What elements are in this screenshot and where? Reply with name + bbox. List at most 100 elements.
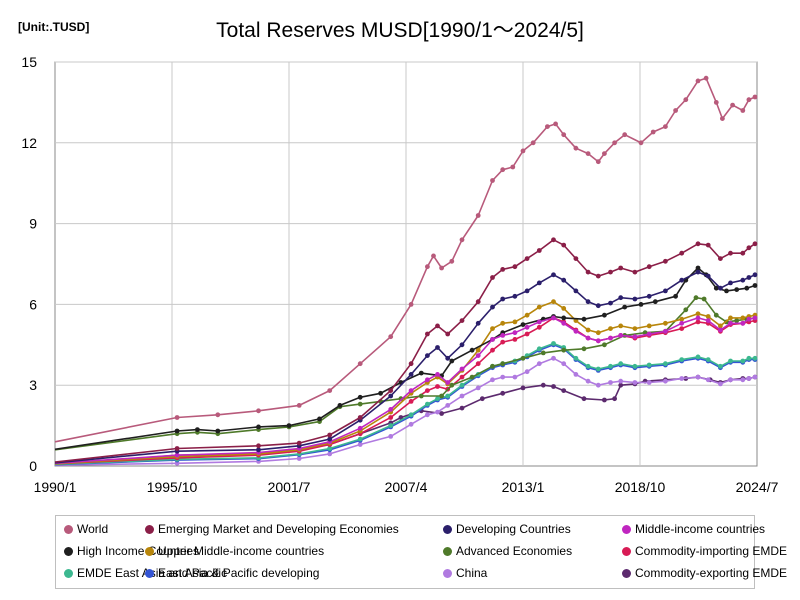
data-point bbox=[500, 167, 506, 173]
data-point bbox=[327, 388, 333, 393]
data-point bbox=[695, 374, 701, 380]
data-point bbox=[679, 277, 685, 283]
data-point bbox=[573, 328, 579, 334]
data-point bbox=[718, 327, 723, 333]
data-point bbox=[540, 382, 546, 388]
data-point bbox=[174, 446, 180, 451]
line-chart: 0 3 6 9 12 15 1990/1 1995/10 2001/7 2007/4 2013/1 2… bbox=[21, 54, 778, 495]
data-point bbox=[740, 108, 746, 113]
data-point bbox=[524, 324, 530, 330]
data-point bbox=[744, 285, 750, 291]
chart-legend: World Emerging Market and Developing Econ… bbox=[55, 515, 787, 589]
data-point bbox=[632, 334, 638, 340]
data-point bbox=[646, 362, 652, 368]
data-point bbox=[469, 347, 475, 353]
data-point bbox=[500, 390, 506, 396]
data-point bbox=[337, 403, 343, 408]
legend-marker bbox=[622, 547, 631, 556]
data-point bbox=[418, 393, 424, 399]
data-point bbox=[296, 456, 302, 461]
data-point bbox=[551, 315, 556, 321]
x-tick-label: 2001/7 bbox=[268, 479, 311, 495]
data-point bbox=[573, 288, 579, 294]
data-point bbox=[174, 428, 180, 434]
data-point bbox=[435, 409, 440, 415]
data-point bbox=[475, 299, 481, 305]
data-point bbox=[746, 355, 752, 361]
y-tick-label: 3 bbox=[29, 377, 37, 393]
data-point bbox=[327, 432, 333, 438]
legend-label: Upper Middle-income countries bbox=[158, 544, 325, 558]
data-point bbox=[445, 380, 451, 385]
data-point bbox=[752, 272, 758, 278]
data-point bbox=[500, 320, 506, 326]
data-point bbox=[475, 347, 481, 353]
data-point bbox=[449, 382, 455, 388]
data-point bbox=[740, 377, 746, 383]
data-point bbox=[431, 253, 436, 259]
data-point bbox=[286, 423, 292, 428]
data-point bbox=[500, 374, 506, 380]
data-point bbox=[713, 285, 719, 291]
data-point bbox=[740, 250, 746, 256]
data-point bbox=[608, 326, 613, 331]
data-point bbox=[720, 116, 725, 121]
data-point bbox=[581, 346, 587, 352]
data-point bbox=[215, 428, 221, 434]
data-point bbox=[435, 323, 440, 329]
data-point bbox=[418, 370, 424, 376]
data-point bbox=[663, 320, 668, 326]
data-point bbox=[740, 358, 746, 364]
data-point bbox=[536, 346, 542, 352]
data-point bbox=[705, 377, 711, 383]
data-point bbox=[195, 427, 200, 432]
data-point bbox=[408, 388, 414, 393]
data-point bbox=[703, 75, 709, 81]
data-point bbox=[728, 280, 733, 286]
data-point bbox=[693, 295, 699, 301]
data-point bbox=[296, 440, 302, 446]
data-point bbox=[663, 378, 668, 384]
data-point bbox=[752, 283, 758, 288]
data-point bbox=[425, 388, 430, 393]
legend-item: Upper Middle-income countries bbox=[145, 544, 324, 558]
data-point bbox=[746, 376, 752, 381]
data-point bbox=[357, 394, 363, 400]
data-point bbox=[622, 304, 628, 310]
data-point bbox=[632, 296, 638, 302]
data-point bbox=[445, 331, 451, 337]
x-tick-label: 1995/10 bbox=[147, 479, 198, 495]
data-point bbox=[445, 355, 451, 361]
data-point bbox=[425, 412, 430, 418]
data-point bbox=[646, 264, 652, 270]
legend-item: Commodity-exporting EMDE bbox=[622, 566, 787, 580]
data-point bbox=[520, 355, 526, 361]
data-point bbox=[357, 442, 363, 447]
data-point bbox=[475, 213, 481, 218]
data-point bbox=[585, 363, 591, 369]
data-point bbox=[618, 361, 624, 367]
data-point bbox=[512, 337, 518, 342]
data-point bbox=[713, 312, 719, 318]
data-point bbox=[357, 361, 363, 367]
data-point bbox=[695, 315, 701, 321]
data-point bbox=[408, 421, 414, 427]
data-point bbox=[701, 296, 707, 302]
data-point bbox=[632, 326, 638, 331]
data-point bbox=[585, 335, 591, 341]
data-point bbox=[728, 250, 733, 256]
data-point bbox=[683, 97, 689, 103]
data-point bbox=[573, 372, 579, 377]
data-point bbox=[536, 319, 542, 325]
data-point bbox=[425, 331, 430, 337]
legend-marker bbox=[64, 525, 73, 534]
data-point bbox=[439, 265, 444, 271]
data-point bbox=[174, 415, 180, 420]
legend-marker bbox=[64, 547, 73, 556]
legend-label: Emerging Market and Developing Economies bbox=[158, 522, 399, 536]
data-point bbox=[728, 320, 733, 326]
data-point bbox=[459, 318, 465, 323]
data-point bbox=[573, 355, 579, 361]
data-point bbox=[602, 342, 607, 348]
data-point bbox=[475, 320, 481, 326]
